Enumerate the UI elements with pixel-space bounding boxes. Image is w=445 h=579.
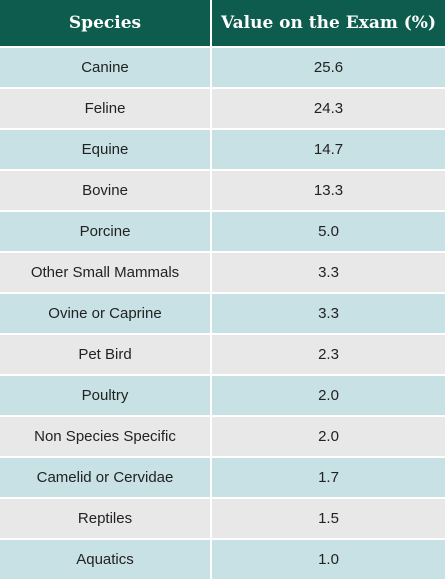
species-cell: Canine [0, 46, 212, 87]
table-row: Equine 14.7 [0, 128, 445, 169]
value-cell: 3.3 [212, 292, 445, 333]
species-cell: Pet Bird [0, 333, 212, 374]
table-row: Aquatics 1.0 [0, 538, 445, 579]
table-row: Canine 25.6 [0, 46, 445, 87]
header-value: Value on the Exam (%) [212, 0, 445, 46]
table-row: Camelid or Cervidae 1.7 [0, 456, 445, 497]
value-cell: 14.7 [212, 128, 445, 169]
species-cell: Other Small Mammals [0, 251, 212, 292]
table-row: Other Small Mammals 3.3 [0, 251, 445, 292]
value-cell: 1.5 [212, 497, 445, 538]
species-cell: Non Species Specific [0, 415, 212, 456]
table-row: Pet Bird 2.3 [0, 333, 445, 374]
table-row: Poultry 2.0 [0, 374, 445, 415]
value-cell: 24.3 [212, 87, 445, 128]
table-row: Ovine or Caprine 3.3 [0, 292, 445, 333]
table-row: Porcine 5.0 [0, 210, 445, 251]
species-cell: Ovine or Caprine [0, 292, 212, 333]
species-cell: Poultry [0, 374, 212, 415]
header-species: Species [0, 0, 212, 46]
table-row: Feline 24.3 [0, 87, 445, 128]
table-row: Bovine 13.3 [0, 169, 445, 210]
value-cell: 1.7 [212, 456, 445, 497]
species-cell: Feline [0, 87, 212, 128]
value-cell: 1.0 [212, 538, 445, 579]
species-cell: Equine [0, 128, 212, 169]
value-cell: 3.3 [212, 251, 445, 292]
species-cell: Camelid or Cervidae [0, 456, 212, 497]
header-row: Species Value on the Exam (%) [0, 0, 445, 46]
table-body: Canine 25.6 Feline 24.3 Equine 14.7 Bovine 13.3… [0, 46, 445, 579]
value-cell: 2.0 [212, 374, 445, 415]
value-cell: 5.0 [212, 210, 445, 251]
species-cell: Aquatics [0, 538, 212, 579]
species-cell: Reptiles [0, 497, 212, 538]
species-cell: Porcine [0, 210, 212, 251]
value-cell: 25.6 [212, 46, 445, 87]
value-cell: 2.3 [212, 333, 445, 374]
species-cell: Bovine [0, 169, 212, 210]
value-cell: 13.3 [212, 169, 445, 210]
table-row: Non Species Specific 2.0 [0, 415, 445, 456]
table-row: Reptiles 1.5 [0, 497, 445, 538]
value-cell: 2.0 [212, 415, 445, 456]
table-header: Species Value on the Exam (%) [0, 0, 445, 46]
